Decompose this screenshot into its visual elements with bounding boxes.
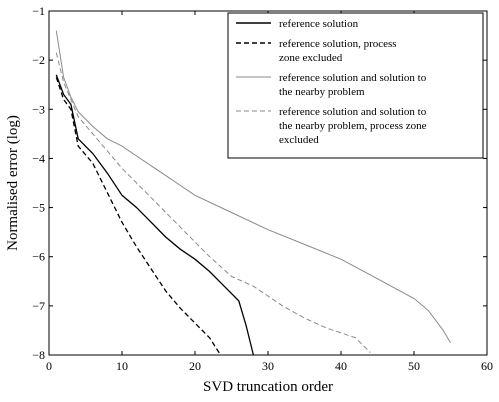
x-tick-label: 0 [46,359,52,373]
series-lines [55,30,451,356]
legend-label-4: reference solution and solution to [279,106,427,118]
series-line-1 [55,74,255,356]
y-tick-label: −7 [32,299,45,313]
legend-label-2: reference solution, process [279,38,397,50]
x-tick-label: 30 [262,359,274,373]
legend-label-3: reference solution and solution to [279,72,427,84]
x-tick-label: 40 [335,359,347,373]
series-line-2 [55,77,222,356]
y-tick-label: −3 [32,102,45,116]
legend-label-4: excluded [279,134,319,146]
y-tick-label: −6 [32,250,45,264]
tick-labels: 0 10 20 30 40 50 60 −1 −2 −3 −4 −5 −6 −7 −8 [32,4,493,373]
series-line-3 [55,30,451,343]
y-tick-label: −4 [32,151,45,165]
legend: reference solution reference solution, pr… [227,12,484,159]
y-tick-label: −5 [32,201,45,215]
x-tick-label: 20 [189,359,201,373]
x-axis-label: SVD truncation order [203,379,333,395]
y-tick-label: −1 [32,4,45,18]
x-tick-label: 60 [481,359,493,373]
legend-box [227,12,484,159]
x-tick-label: 50 [408,359,420,373]
y-axis-label: Normalised error (log) [5,115,21,251]
legend-entries: reference solution reference solution, pr… [236,18,427,146]
x-tick-label: 10 [116,359,128,373]
y-tick-label: −8 [32,348,45,362]
legend-label-1: reference solution [279,18,359,30]
legend-label-3: the nearby problem [279,86,365,98]
series-line-4 [55,52,371,353]
y-tick-label: −2 [32,53,45,67]
legend-label-4: the nearby problem, process zone [279,120,427,132]
legend-label-2: zone excluded [279,52,343,64]
